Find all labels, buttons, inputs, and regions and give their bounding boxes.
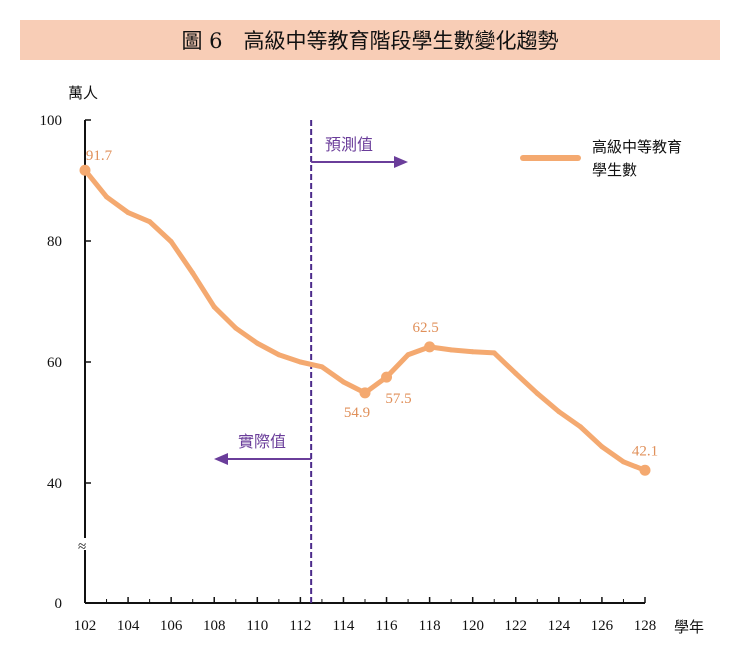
data-point xyxy=(577,424,583,430)
x-tick-label: 108 xyxy=(203,618,226,634)
data-point xyxy=(211,304,217,310)
axis-break-mark: ≈ xyxy=(78,539,86,555)
data-point xyxy=(254,340,260,346)
x-tick-label: 120 xyxy=(461,618,484,634)
data-point xyxy=(599,444,605,450)
data-point xyxy=(104,194,110,200)
data-point xyxy=(297,359,303,365)
x-tick-label: 116 xyxy=(376,618,398,634)
x-tick-label: 128 xyxy=(634,618,657,634)
data-point xyxy=(340,379,346,385)
data-point xyxy=(491,350,497,356)
data-point xyxy=(125,210,131,216)
x-tick-label: 114 xyxy=(332,618,354,634)
y-axis-label: 萬人 xyxy=(68,84,98,102)
legend-label-line1: 高級中等教育 xyxy=(592,138,682,156)
data-point xyxy=(190,270,196,276)
y-tick-label: 60 xyxy=(47,355,62,371)
legend-label-line2: 學生數 xyxy=(592,161,637,179)
y-tick-label: 40 xyxy=(47,476,62,492)
x-tick-label: 122 xyxy=(505,618,528,634)
data-label: 57.5 xyxy=(385,391,411,407)
actual-arrow-head xyxy=(214,453,228,465)
data-point xyxy=(620,459,626,465)
data-point xyxy=(470,349,476,355)
data-label: 42.1 xyxy=(632,443,658,459)
data-point xyxy=(79,164,91,176)
x-tick-label: 118 xyxy=(419,618,441,634)
data-point xyxy=(147,219,153,225)
data-point xyxy=(233,325,239,331)
x-tick-label: 124 xyxy=(548,618,571,634)
forecast-annotation: 預測值 xyxy=(325,135,373,154)
data-point xyxy=(534,390,540,396)
x-tick-label: 112 xyxy=(289,618,311,634)
x-axis-label: 學年 xyxy=(674,618,704,636)
chart-title: 圖 6 高級中等教育階段學生數變化趨勢 xyxy=(20,20,720,60)
data-point xyxy=(319,364,325,370)
x-tick-label: 110 xyxy=(246,618,268,634)
actual-annotation: 實際值 xyxy=(238,432,286,451)
data-point xyxy=(168,239,174,245)
y-tick-label: 0 xyxy=(55,596,63,612)
data-point xyxy=(424,341,436,353)
y-tick-label: 100 xyxy=(40,113,63,129)
x-tick-label: 104 xyxy=(117,618,140,634)
data-point xyxy=(513,370,519,376)
data-point xyxy=(359,387,371,399)
data-point xyxy=(556,409,562,415)
axis-break-gap xyxy=(78,538,92,550)
data-point xyxy=(405,352,411,358)
x-tick-label: 102 xyxy=(74,618,97,634)
y-tick-label: 80 xyxy=(47,234,62,250)
series-line xyxy=(82,167,648,473)
data-point xyxy=(276,352,282,358)
data-point xyxy=(448,347,454,353)
forecast-arrow-head xyxy=(394,156,408,168)
x-tick-label: 126 xyxy=(591,618,614,634)
data-label: 91.7 xyxy=(86,148,113,164)
x-tick-label: 106 xyxy=(160,618,183,634)
data-point xyxy=(381,371,393,383)
data-label: 62.5 xyxy=(412,320,438,336)
data-point xyxy=(639,464,651,476)
data-label: 54.9 xyxy=(344,405,370,421)
